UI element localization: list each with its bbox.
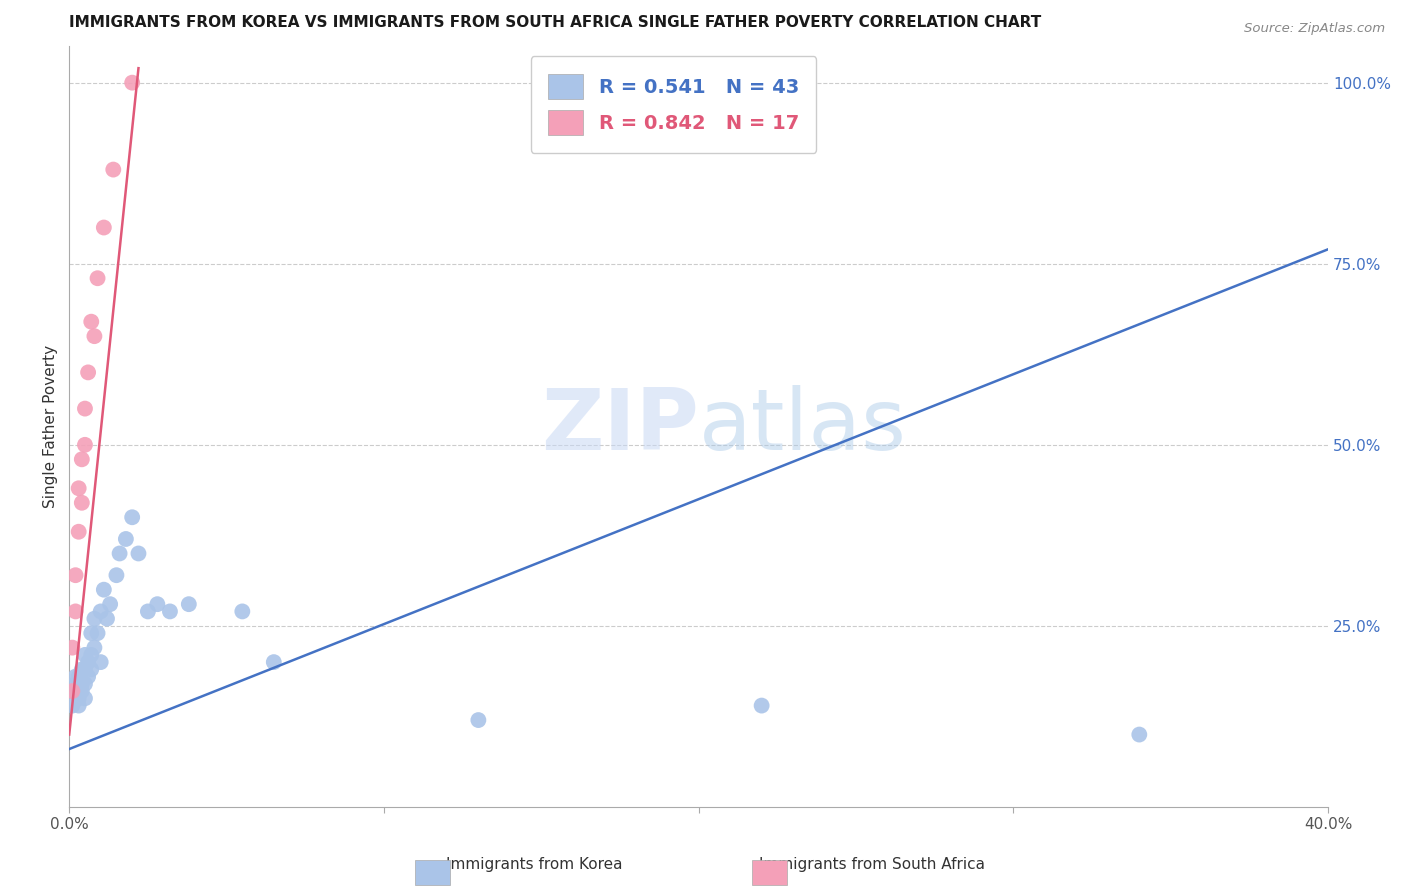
Point xyxy=(146,597,169,611)
Point xyxy=(98,597,121,611)
Text: ZIP: ZIP xyxy=(541,385,699,468)
Point xyxy=(177,597,200,611)
Point xyxy=(67,524,90,539)
Point xyxy=(67,691,90,706)
Text: Immigrants from Korea: Immigrants from Korea xyxy=(446,857,623,872)
Point xyxy=(90,604,112,618)
Point xyxy=(70,496,93,510)
Point xyxy=(93,220,115,235)
Point xyxy=(67,670,90,684)
Point xyxy=(86,626,108,640)
Point xyxy=(121,76,143,90)
Point xyxy=(73,648,96,662)
Point xyxy=(70,662,93,676)
Point xyxy=(65,684,87,698)
Point xyxy=(77,365,100,379)
Point xyxy=(60,698,83,713)
Point xyxy=(77,655,100,669)
Point xyxy=(103,162,125,177)
Point xyxy=(70,684,93,698)
Point xyxy=(83,329,105,343)
Point xyxy=(136,604,159,618)
Point xyxy=(70,452,93,467)
Point xyxy=(60,684,83,698)
Point xyxy=(65,670,87,684)
Point xyxy=(60,684,83,698)
Text: Source: ZipAtlas.com: Source: ZipAtlas.com xyxy=(1244,22,1385,36)
Point xyxy=(73,662,96,676)
Point xyxy=(93,582,115,597)
Point xyxy=(67,698,90,713)
Point xyxy=(108,546,131,560)
Point xyxy=(77,670,100,684)
Point xyxy=(60,640,83,655)
Point xyxy=(65,568,87,582)
Point xyxy=(263,655,285,669)
Point xyxy=(159,604,181,618)
Point xyxy=(65,677,87,691)
Point xyxy=(751,698,773,713)
Point xyxy=(83,640,105,655)
Point xyxy=(73,401,96,416)
Point xyxy=(80,662,103,676)
Text: IMMIGRANTS FROM KOREA VS IMMIGRANTS FROM SOUTH AFRICA SINGLE FATHER POVERTY CORR: IMMIGRANTS FROM KOREA VS IMMIGRANTS FROM… xyxy=(69,15,1042,30)
Point xyxy=(115,532,138,546)
Point xyxy=(80,648,103,662)
Point xyxy=(80,315,103,329)
Point xyxy=(105,568,128,582)
Point xyxy=(96,612,118,626)
Point xyxy=(70,677,93,691)
Point xyxy=(127,546,149,560)
Point xyxy=(231,604,253,618)
Point xyxy=(67,481,90,495)
Point xyxy=(121,510,143,524)
Point xyxy=(73,691,96,706)
Point xyxy=(90,655,112,669)
Text: atlas: atlas xyxy=(699,385,907,468)
Text: Immigrants from South Africa: Immigrants from South Africa xyxy=(759,857,984,872)
Point xyxy=(467,713,489,727)
Point xyxy=(67,684,90,698)
Point xyxy=(73,438,96,452)
Point xyxy=(65,604,87,618)
Point xyxy=(80,626,103,640)
Point xyxy=(83,612,105,626)
Point xyxy=(86,271,108,285)
Point xyxy=(73,677,96,691)
Legend: R = 0.541   N = 43, R = 0.842   N = 17: R = 0.541 N = 43, R = 0.842 N = 17 xyxy=(530,56,817,153)
Point xyxy=(1128,727,1150,741)
Y-axis label: Single Father Poverty: Single Father Poverty xyxy=(44,345,58,508)
